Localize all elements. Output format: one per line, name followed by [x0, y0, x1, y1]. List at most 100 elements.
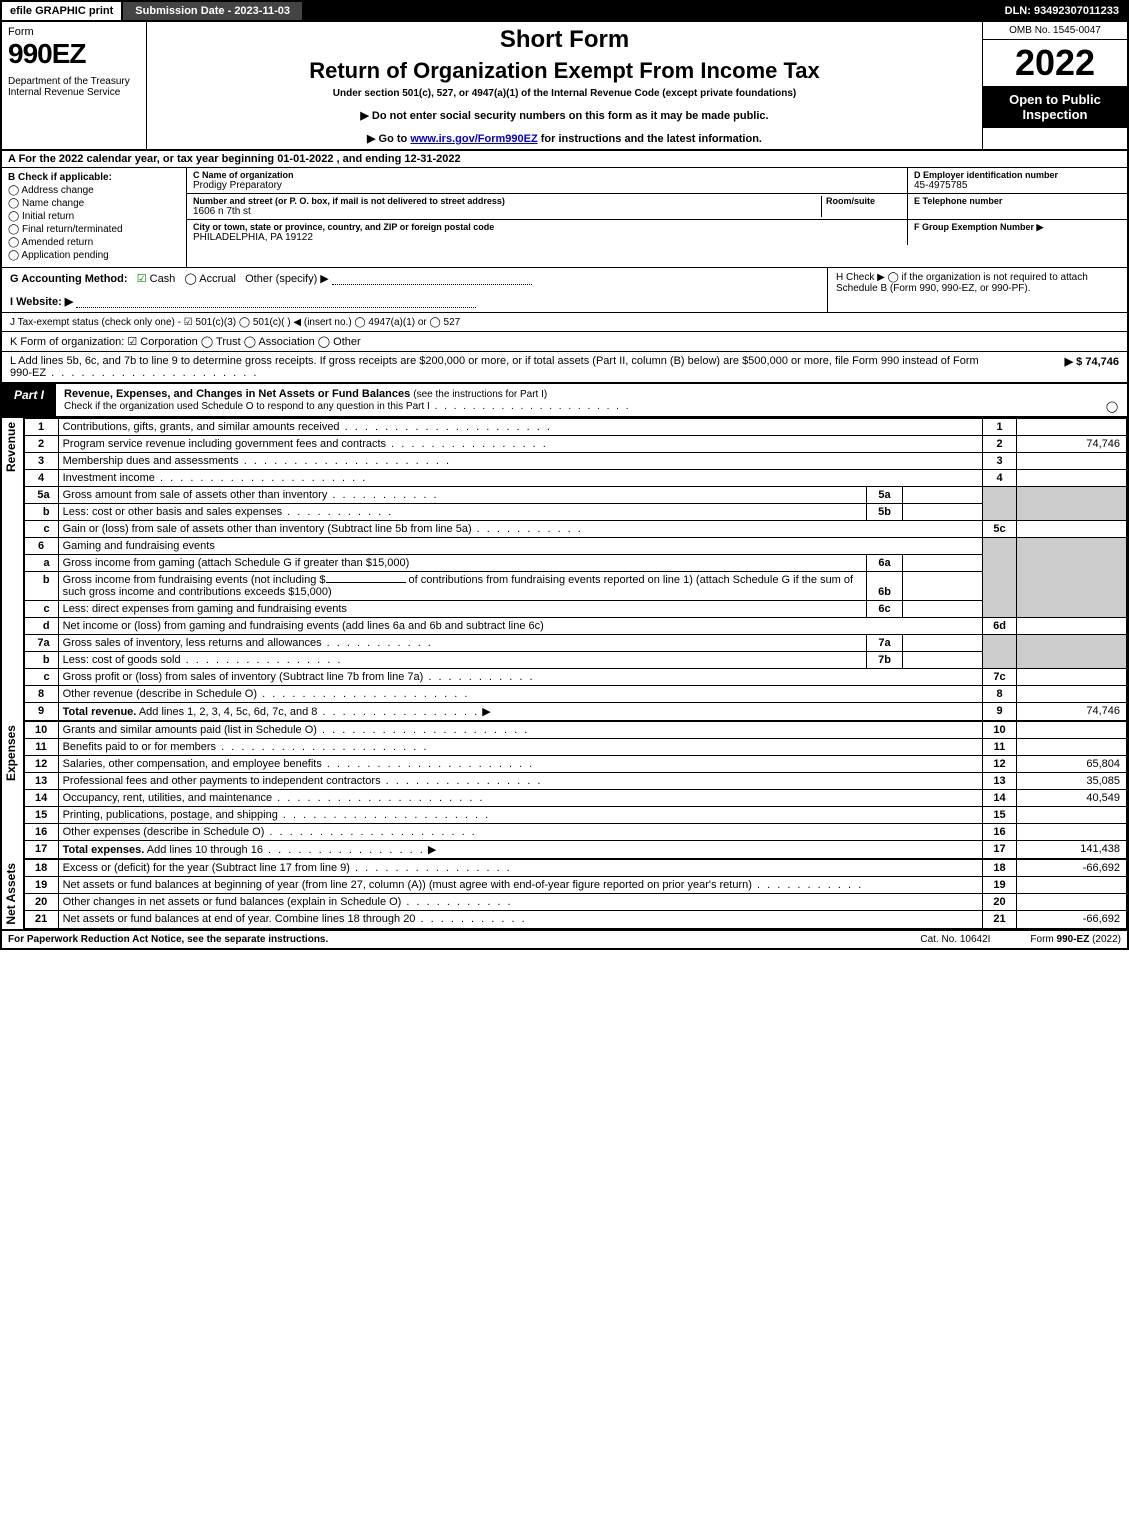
- addr-header: Number and street (or P. O. box, if mail…: [193, 196, 821, 206]
- line-6b: bGross income from fundraising events (n…: [24, 572, 1126, 601]
- section-c-name: C Name of organization Prodigy Preparato…: [187, 168, 907, 193]
- form-number: 990EZ: [8, 38, 140, 70]
- room-header: Room/suite: [826, 196, 901, 206]
- part-1-title-sub: (see the instructions for Part I): [413, 389, 547, 400]
- check-name-change[interactable]: Name change: [8, 198, 180, 209]
- catalog-number: Cat. No. 10642I: [920, 934, 990, 945]
- section-h: H Check ▶ ◯ if the organization is not r…: [827, 268, 1127, 312]
- line-5a: 5aGross amount from sale of assets other…: [24, 487, 1126, 504]
- net-assets-section: Net Assets 18Excess or (deficit) for the…: [0, 859, 1129, 931]
- check-application-pending[interactable]: Application pending: [8, 250, 180, 261]
- section-b: B Check if applicable: Address change Na…: [2, 168, 187, 267]
- tax-exempt-status: J Tax-exempt status (check only one) - ☑…: [10, 317, 460, 328]
- section-k: K Form of organization: ☑ Corporation ◯ …: [0, 332, 1129, 352]
- department-label: Department of the Treasury Internal Reve…: [8, 76, 140, 98]
- line-17: 17Total expenses. Add lines 10 through 1…: [24, 841, 1126, 859]
- section-g: G Accounting Method: Cash Accrual Other …: [2, 268, 827, 312]
- part-1-checkbox[interactable]: ◯: [1097, 384, 1127, 416]
- line-6c: cLess: direct expenses from gaming and f…: [24, 601, 1126, 618]
- phone-header: E Telephone number: [914, 196, 1121, 206]
- irs-link[interactable]: www.irs.gov/Form990EZ: [410, 133, 537, 145]
- check-amended-return[interactable]: Amended return: [8, 237, 180, 248]
- header-center: Short Form Return of Organization Exempt…: [147, 22, 982, 149]
- omb-number: OMB No. 1545-0047: [983, 22, 1127, 40]
- submission-date-label: Submission Date - 2023-11-03: [123, 2, 304, 20]
- section-f: F Group Exemption Number ▶: [907, 220, 1127, 245]
- check-final-return[interactable]: Final return/terminated: [8, 224, 180, 235]
- section-i-website: I Website: ▶: [10, 296, 73, 308]
- gross-receipts: ▶ $ 74,746: [999, 355, 1119, 379]
- name-header: C Name of organization: [193, 170, 901, 180]
- check-cash[interactable]: Cash: [137, 273, 176, 285]
- form-title: Return of Organization Exempt From Incom…: [155, 58, 974, 84]
- other-specify[interactable]: Other (specify) ▶: [245, 273, 329, 285]
- line-7b: bLess: cost of goods sold7b: [24, 652, 1126, 669]
- check-address-change[interactable]: Address change: [8, 185, 180, 196]
- section-d: D Employer identification number 45-4975…: [907, 168, 1127, 193]
- section-c-city: City or town, state or province, country…: [187, 220, 907, 245]
- line-3: 3Membership dues and assessments3: [24, 453, 1126, 470]
- line-6a: aGross income from gaming (attach Schedu…: [24, 555, 1126, 572]
- city-header: City or town, state or province, country…: [193, 222, 901, 232]
- part-1-header: Part I Revenue, Expenses, and Changes in…: [0, 383, 1129, 418]
- line-14: 14Occupancy, rent, utilities, and mainte…: [24, 790, 1126, 807]
- part-1-title-text: Revenue, Expenses, and Changes in Net As…: [64, 388, 410, 400]
- paperwork-notice: For Paperwork Reduction Act Notice, see …: [8, 934, 328, 945]
- line-6: 6Gaming and fundraising events: [24, 538, 1126, 555]
- header-right: OMB No. 1545-0047 2022 Open to Public In…: [982, 22, 1127, 149]
- net-assets-table: 18Excess or (deficit) for the year (Subt…: [24, 859, 1127, 929]
- section-c-address: Number and street (or P. O. box, if mail…: [187, 194, 907, 219]
- dln-label: DLN: 93492307011233: [997, 2, 1127, 20]
- line-18: 18Excess or (deficit) for the year (Subt…: [24, 860, 1126, 877]
- line-11: 11Benefits paid to or for members11: [24, 739, 1126, 756]
- line-19: 19Net assets or fund balances at beginni…: [24, 877, 1126, 894]
- revenue-side-label: Revenue: [2, 418, 24, 721]
- form-header: Form 990EZ Department of the Treasury In…: [0, 22, 1129, 151]
- line-2: 2Program service revenue including gover…: [24, 436, 1126, 453]
- header-left: Form 990EZ Department of the Treasury In…: [2, 22, 147, 149]
- group-exemption-header: F Group Exemption Number ▶: [914, 222, 1121, 233]
- line-20: 20Other changes in net assets or fund ba…: [24, 894, 1126, 911]
- form-reference: Form 990-EZ (2022): [1030, 934, 1121, 945]
- ein-header: D Employer identification number: [914, 170, 1121, 180]
- part-1-tab: Part I: [2, 384, 56, 416]
- section-j: J Tax-exempt status (check only one) - ☑…: [0, 313, 1129, 332]
- check-accrual[interactable]: Accrual: [184, 273, 235, 285]
- check-initial-return[interactable]: Initial return: [8, 211, 180, 222]
- line-5b: bLess: cost or other basis and sales exp…: [24, 504, 1126, 521]
- efile-print-label[interactable]: efile GRAPHIC print: [2, 2, 123, 20]
- part-1-check-line: Check if the organization used Schedule …: [64, 401, 630, 412]
- section-l: L Add lines 5b, 6c, and 7b to line 9 to …: [0, 352, 1129, 383]
- sections-b-through-f: B Check if applicable: Address change Na…: [0, 168, 1129, 268]
- section-b-label: B Check if applicable:: [8, 172, 180, 183]
- line-10: 10Grants and similar amounts paid (list …: [24, 722, 1126, 739]
- net-assets-side-label: Net Assets: [2, 859, 24, 929]
- line-4: 4Investment income4: [24, 470, 1126, 487]
- line-13: 13Professional fees and other payments t…: [24, 773, 1126, 790]
- line-1: 1Contributions, gifts, grants, and simil…: [24, 419, 1126, 436]
- line-16: 16Other expenses (describe in Schedule O…: [24, 824, 1126, 841]
- line-5c: cGain or (loss) from sale of assets othe…: [24, 521, 1126, 538]
- line-7a: 7aGross sales of inventory, less returns…: [24, 635, 1126, 652]
- line-15: 15Printing, publications, postage, and s…: [24, 807, 1126, 824]
- goto-note: ▶ Go to www.irs.gov/Form990EZ for instru…: [155, 132, 974, 145]
- sections-g-h: G Accounting Method: Cash Accrual Other …: [0, 268, 1129, 313]
- line-9: 9Total revenue. Total revenue. Add lines…: [24, 703, 1126, 721]
- org-name: Prodigy Preparatory: [193, 180, 901, 191]
- section-a-tax-year: A For the 2022 calendar year, or tax yea…: [0, 151, 1129, 168]
- ssn-note: ▶ Do not enter social security numbers o…: [155, 109, 974, 122]
- form-subtitle: Under section 501(c), 527, or 4947(a)(1)…: [155, 88, 974, 99]
- line-8: 8Other revenue (describe in Schedule O)8: [24, 686, 1126, 703]
- section-e: E Telephone number: [907, 194, 1127, 219]
- open-to-public: Open to Public Inspection: [983, 86, 1127, 128]
- revenue-section: Revenue 1Contributions, gifts, grants, a…: [0, 418, 1129, 721]
- city-state-zip: PHILADELPHIA, PA 19122: [193, 232, 901, 243]
- line-6d: dNet income or (loss) from gaming and fu…: [24, 618, 1126, 635]
- expenses-section: Expenses 10Grants and similar amounts pa…: [0, 721, 1129, 859]
- part-1-title: Revenue, Expenses, and Changes in Net As…: [56, 384, 1097, 416]
- expenses-side-label: Expenses: [2, 721, 24, 859]
- goto-post: for instructions and the latest informat…: [538, 133, 762, 145]
- line-7c: cGross profit or (loss) from sales of in…: [24, 669, 1126, 686]
- line-21: 21Net assets or fund balances at end of …: [24, 911, 1126, 928]
- ein-value: 45-4975785: [914, 180, 1121, 191]
